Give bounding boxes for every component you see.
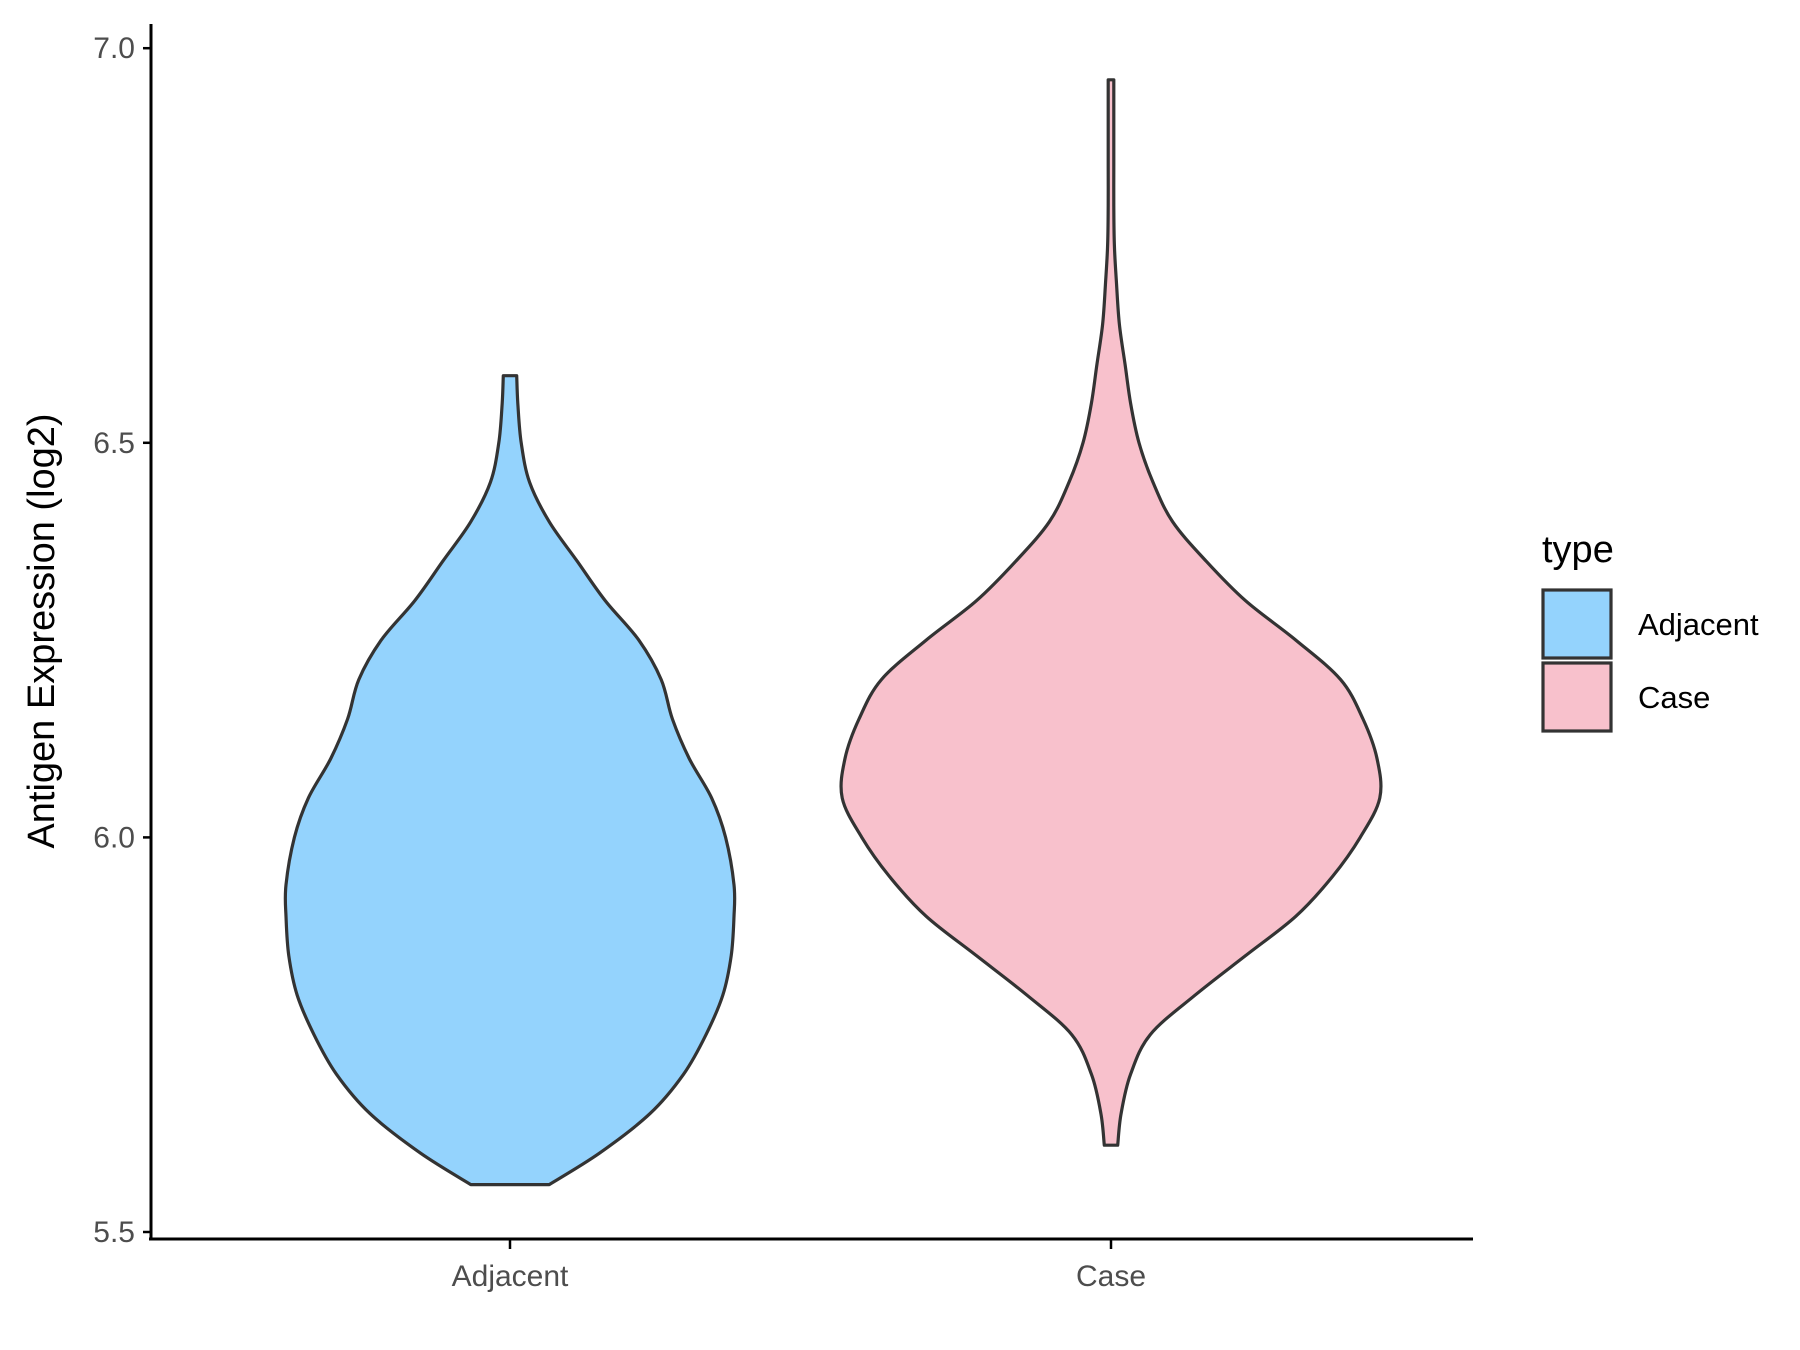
legend-key-case — [1541, 661, 1613, 733]
plot-area — [283, 78, 1383, 1187]
legend-label-adjacent: Adjacent — [1638, 607, 1759, 642]
y-axis-title: Antigen Expression (log2) — [21, 413, 63, 848]
legend: type Adjacent Case — [1541, 529, 1759, 733]
x-tick-label: Case — [1076, 1260, 1146, 1293]
legend-key-adjacent — [1541, 588, 1613, 660]
legend-title: type — [1542, 529, 1614, 571]
y-ticks: 5.5 6.0 6.5 7.0 — [93, 32, 151, 1249]
legend-label-case: Case — [1638, 680, 1710, 715]
y-tick-label: 5.5 — [93, 1216, 135, 1249]
y-tick-label: 6.5 — [93, 427, 135, 460]
violin-adjacent — [283, 374, 737, 1187]
violin-case — [839, 78, 1383, 1147]
y-tick-label: 7.0 — [93, 32, 135, 65]
y-tick-label: 6.0 — [93, 821, 135, 854]
x-ticks: Adjacent Case — [452, 1239, 1146, 1293]
x-tick-label: Adjacent — [452, 1260, 569, 1293]
axes — [149, 24, 1473, 1241]
